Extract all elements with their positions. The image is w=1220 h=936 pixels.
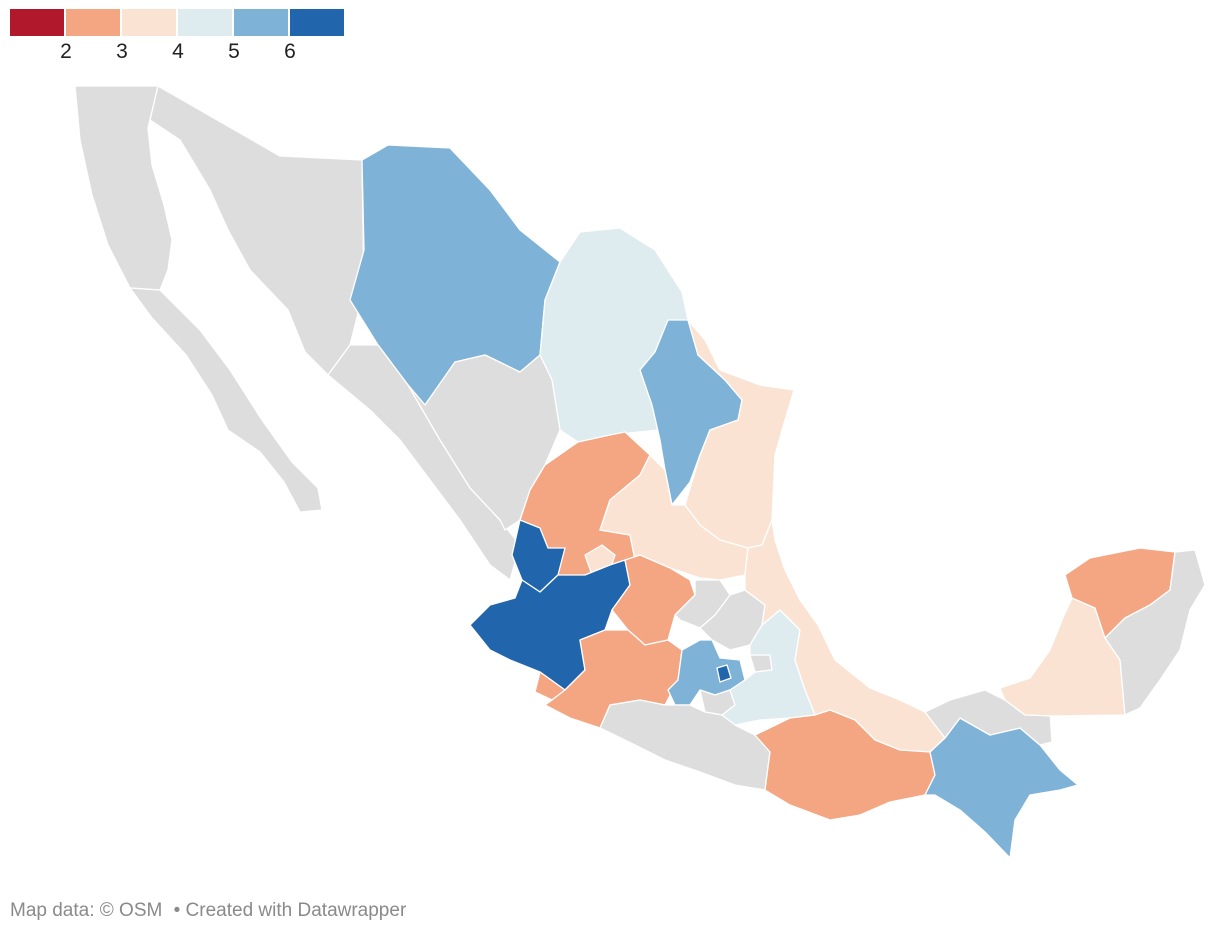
region-chiapas[interactable]: Chiapas: 5 bbox=[924, 717, 1079, 859]
region-quintana-roo[interactable]: Quintana Roo bbox=[1104, 549, 1206, 716]
state-regions: Baja California Baja California Sur Sono… bbox=[74, 85, 1206, 859]
region-durango[interactable]: Durango bbox=[407, 354, 561, 531]
legend-swatch-3 bbox=[122, 9, 176, 36]
region-san-luis-potosi[interactable]: San Luis Potosí: 3 bbox=[599, 454, 749, 581]
legend-tick-label: 4 bbox=[172, 40, 184, 63]
legend-swatch-5 bbox=[234, 9, 288, 36]
region-tabasco[interactable]: Tabasco bbox=[924, 689, 1053, 746]
map-credit: Map data: © OSM bbox=[10, 900, 163, 921]
legend-swatch-1 bbox=[10, 9, 64, 36]
legend-tick-label: 2 bbox=[60, 40, 72, 63]
created-with-credit: • Created with Datawrapper bbox=[173, 900, 407, 921]
legend-tick-label: 6 bbox=[284, 40, 296, 63]
legend-swatch-6 bbox=[290, 9, 344, 36]
legend-tick-label: 3 bbox=[116, 40, 128, 63]
color-legend: 2 3 4 5 6 bbox=[10, 9, 346, 69]
region-tlaxcala[interactable]: Tlaxcala bbox=[749, 654, 773, 673]
legend-swatches bbox=[10, 9, 346, 36]
region-baja-california-sur[interactable]: Baja California Sur bbox=[129, 287, 323, 513]
legend-swatch-2 bbox=[66, 9, 120, 36]
legend-swatch-4 bbox=[178, 9, 232, 36]
legend-tick-label: 5 bbox=[228, 40, 240, 63]
region-guanajuato[interactable]: Guanajuato: 2 bbox=[611, 554, 696, 646]
map-footer: Map data: © OSM • Created with Datawrapp… bbox=[10, 900, 412, 922]
region-ciudad-de-mexico[interactable]: Ciudad de México: 6 bbox=[716, 664, 732, 683]
region-baja-california[interactable]: Baja California bbox=[74, 85, 173, 291]
legend-ticks: 2 3 4 5 6 bbox=[10, 40, 346, 68]
